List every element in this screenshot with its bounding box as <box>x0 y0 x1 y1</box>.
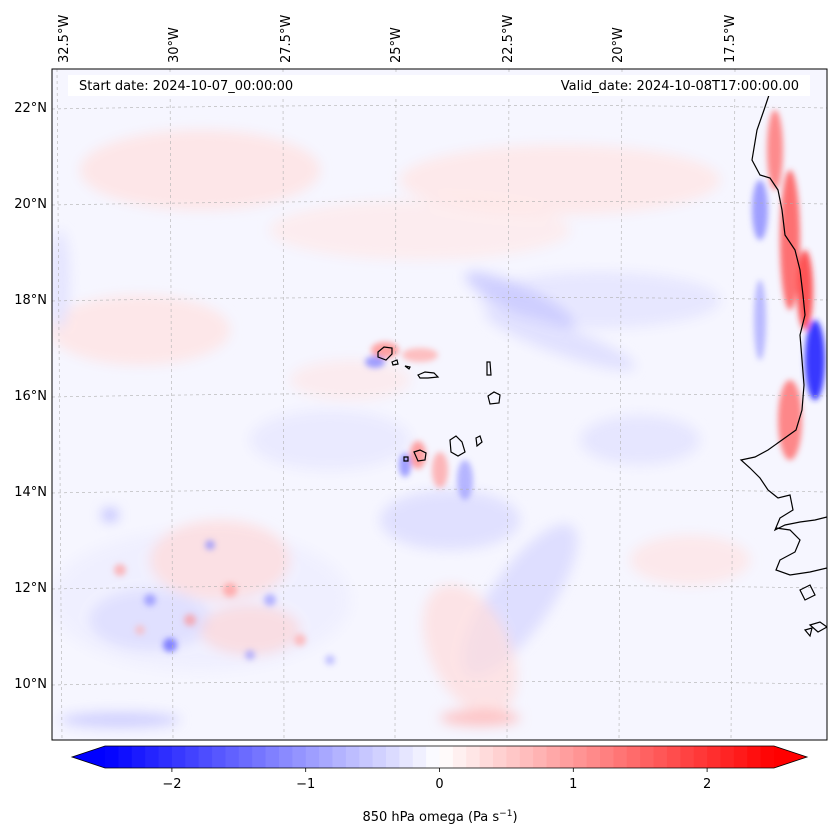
colorbar-cell <box>319 746 334 768</box>
colorbar-cell <box>238 746 253 768</box>
lon-label: 27.5°W <box>279 15 294 63</box>
colorbar-tick-label: 1 <box>569 777 577 792</box>
lon-label: 20°W <box>611 27 626 63</box>
colorbar-cell <box>613 746 628 768</box>
colorbar-cell <box>586 746 601 768</box>
colorbar-cell <box>666 746 681 768</box>
colorbar-cell <box>747 746 762 768</box>
colorbar-cell <box>452 746 467 768</box>
lat-label: 20°N <box>14 197 47 212</box>
map-panel: Start date: 2024-10-07_00:00:00 Valid_da… <box>51 68 828 741</box>
colorbar-cell <box>546 746 561 768</box>
colorbar-cell <box>171 746 186 768</box>
colorbar-cell <box>292 746 307 768</box>
colorbar-cell <box>707 746 722 768</box>
africa-coastline <box>739 91 827 532</box>
colorbar-ticks: −2 −1 0 1 2 <box>162 768 711 792</box>
lon-label: 25°W <box>389 27 404 63</box>
start-date-label: Start date: 2024-10-07_00:00:00 <box>79 79 293 94</box>
colorbar-cell <box>345 746 360 768</box>
colorbar-cell <box>479 746 494 768</box>
colorbar-extend-high <box>774 746 807 768</box>
colorbar-cell <box>265 746 280 768</box>
colorbar-cell <box>626 746 641 768</box>
colorbar-cell <box>559 746 574 768</box>
latitude-labels: 22°N 20°N 18°N 16°N 14°N 12°N 10°N <box>14 101 47 692</box>
africa-coastline-south <box>775 527 827 576</box>
colorbar-label-suffix: ) <box>512 810 517 825</box>
colorbar-cell <box>372 746 387 768</box>
colorbar-outline <box>70 745 809 769</box>
colorbar-cell <box>573 746 588 768</box>
colorbar-cell <box>385 746 400 768</box>
colorbar-cell <box>131 746 146 768</box>
header-band <box>68 75 810 96</box>
colorbar-cell <box>680 746 695 768</box>
colorbar-label-main: 850 hPa omega (Pa s <box>362 810 499 825</box>
colorbar-cell <box>118 746 133 768</box>
colorbar-extend-low <box>72 746 105 768</box>
colorbar-cell <box>760 746 775 768</box>
colorbar-cell <box>185 746 200 768</box>
lon-label: 17.5°W <box>723 15 738 63</box>
colorbar-cell <box>600 746 615 768</box>
colorbar-cell <box>252 746 267 768</box>
omega-field <box>52 110 825 728</box>
colorbar-cell <box>359 746 374 768</box>
lon-label: 22.5°W <box>501 15 516 63</box>
colorbar-cell <box>278 746 293 768</box>
lat-label: 22°N <box>14 101 47 116</box>
map-frame <box>51 68 828 741</box>
colorbar-cell <box>640 746 655 768</box>
colorbar-cell <box>332 746 347 768</box>
colorbar-cell <box>198 746 213 768</box>
lon-label: 32.5°W <box>57 15 72 63</box>
colorbar-cell <box>305 746 320 768</box>
longitude-labels: 32.5°W 30°W 27.5°W 25°W 22.5°W 20°W 17.5… <box>57 15 738 63</box>
lat-label: 18°N <box>14 293 47 308</box>
colorbar-cell <box>439 746 454 768</box>
colorbar: −2 −1 0 1 2 850 hPa omega (Pa s−1) <box>70 745 809 825</box>
colorbar-label: 850 hPa omega (Pa s−1) <box>362 809 517 825</box>
colorbar-tick-label: −2 <box>162 777 181 792</box>
colorbar-cell <box>466 746 481 768</box>
colorbar-cell <box>105 746 119 768</box>
colorbar-cell <box>412 746 427 768</box>
colorbar-cell <box>506 746 521 768</box>
colorbar-cell <box>653 746 668 768</box>
gridlines <box>52 69 827 740</box>
lat-label: 16°N <box>14 389 47 404</box>
cape-verde-islands <box>377 346 501 462</box>
coastlines <box>377 91 827 638</box>
colorbar-cells <box>105 746 775 768</box>
lon-label: 30°W <box>167 27 182 63</box>
colorbar-label-superscript: −1 <box>499 809 512 819</box>
lat-label: 10°N <box>14 677 47 692</box>
colorbar-cell <box>158 746 173 768</box>
colorbar-tick-label: 0 <box>435 777 443 792</box>
colorbar-cell <box>426 746 441 768</box>
colorbar-cell <box>533 746 548 768</box>
colorbar-cell <box>399 746 414 768</box>
colorbar-cell <box>693 746 708 768</box>
colorbar-cell <box>225 746 240 768</box>
colorbar-cell <box>519 746 534 768</box>
colorbar-cell <box>493 746 507 768</box>
colorbar-cell <box>720 746 735 768</box>
lat-label: 14°N <box>14 485 47 500</box>
colorbar-cell <box>733 746 748 768</box>
lat-label: 12°N <box>14 581 47 596</box>
valid-date-label: Valid_date: 2024-10-08T17:00:00.00 <box>561 79 799 94</box>
colorbar-tick-label: 2 <box>703 777 711 792</box>
colorbar-tick-label: −1 <box>296 777 315 792</box>
colorbar-cell <box>145 746 160 768</box>
colorbar-cell <box>212 746 227 768</box>
